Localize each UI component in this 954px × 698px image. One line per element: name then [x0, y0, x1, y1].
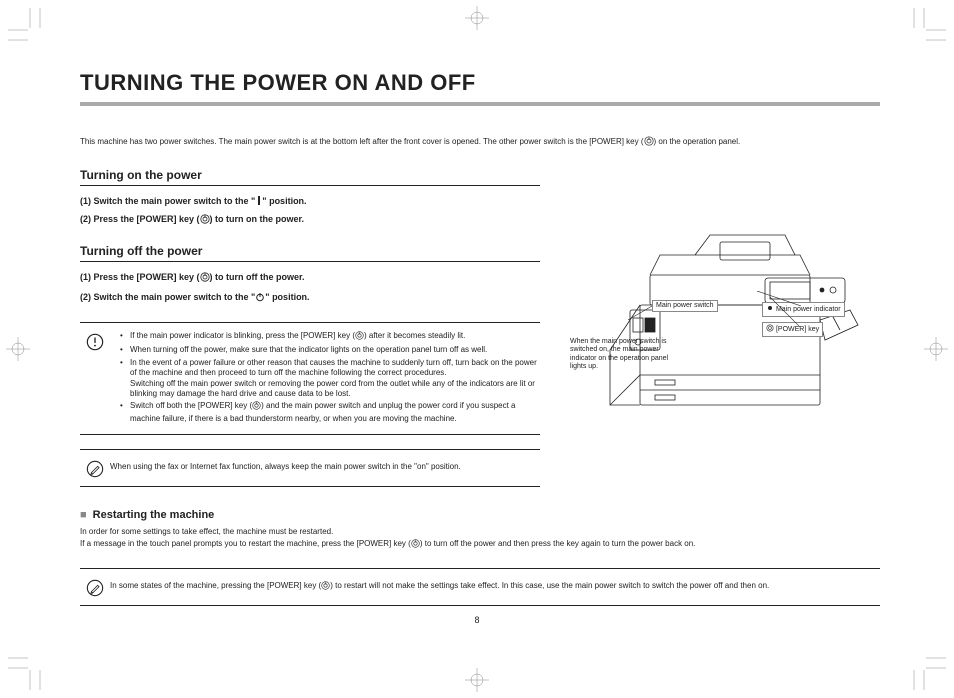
pencil-note-icon: [80, 577, 110, 597]
on-step-1: (1) Switch the main power switch to the …: [80, 196, 880, 206]
page-number: 8: [0, 615, 954, 625]
on-step-2: (2) Press the [POWER] key () to turn on …: [80, 214, 880, 226]
power-key-icon: [200, 272, 210, 284]
turning-on-section: Turning on the power (1) Switch the main…: [80, 168, 880, 226]
standby-icon: [255, 292, 265, 304]
illus-caption: When the main power switch is switched o…: [570, 338, 680, 372]
intro-text: This machine has two power switches. The…: [80, 136, 880, 148]
turning-on-heading: Turning on the power: [80, 168, 540, 186]
restart-p1: In order for some settings to take effec…: [80, 527, 880, 536]
restart-section: ■Restarting the machine In order for som…: [80, 509, 880, 550]
turning-off-heading: Turning off the power: [80, 244, 540, 262]
restart-p2: If a message in the touch panel prompts …: [80, 539, 880, 550]
restart-note-box: In some states of the machine, pressing …: [80, 568, 880, 606]
pencil-note-icon: [80, 458, 110, 478]
power-key-icon: [644, 136, 654, 148]
page-title: TURNING THE POWER ON AND OFF: [80, 70, 880, 96]
caution-box: If the main power indicator is blinking,…: [80, 322, 540, 435]
fax-note-box: When using the fax or Internet fax funct…: [80, 449, 540, 487]
restart-heading: ■Restarting the machine: [80, 509, 880, 521]
title-rule: [80, 102, 880, 106]
power-key-icon: [200, 214, 210, 226]
restart-note-text: In some states of the machine, pressing …: [110, 577, 880, 593]
callout-main-switch: Main power switch: [652, 300, 718, 312]
caution-text: If the main power indicator is blinking,…: [110, 331, 540, 426]
caution-icon: [80, 331, 110, 351]
callout-power-key: [POWER] key: [762, 322, 823, 337]
fax-note-text: When using the fax or Internet fax funct…: [110, 458, 540, 472]
